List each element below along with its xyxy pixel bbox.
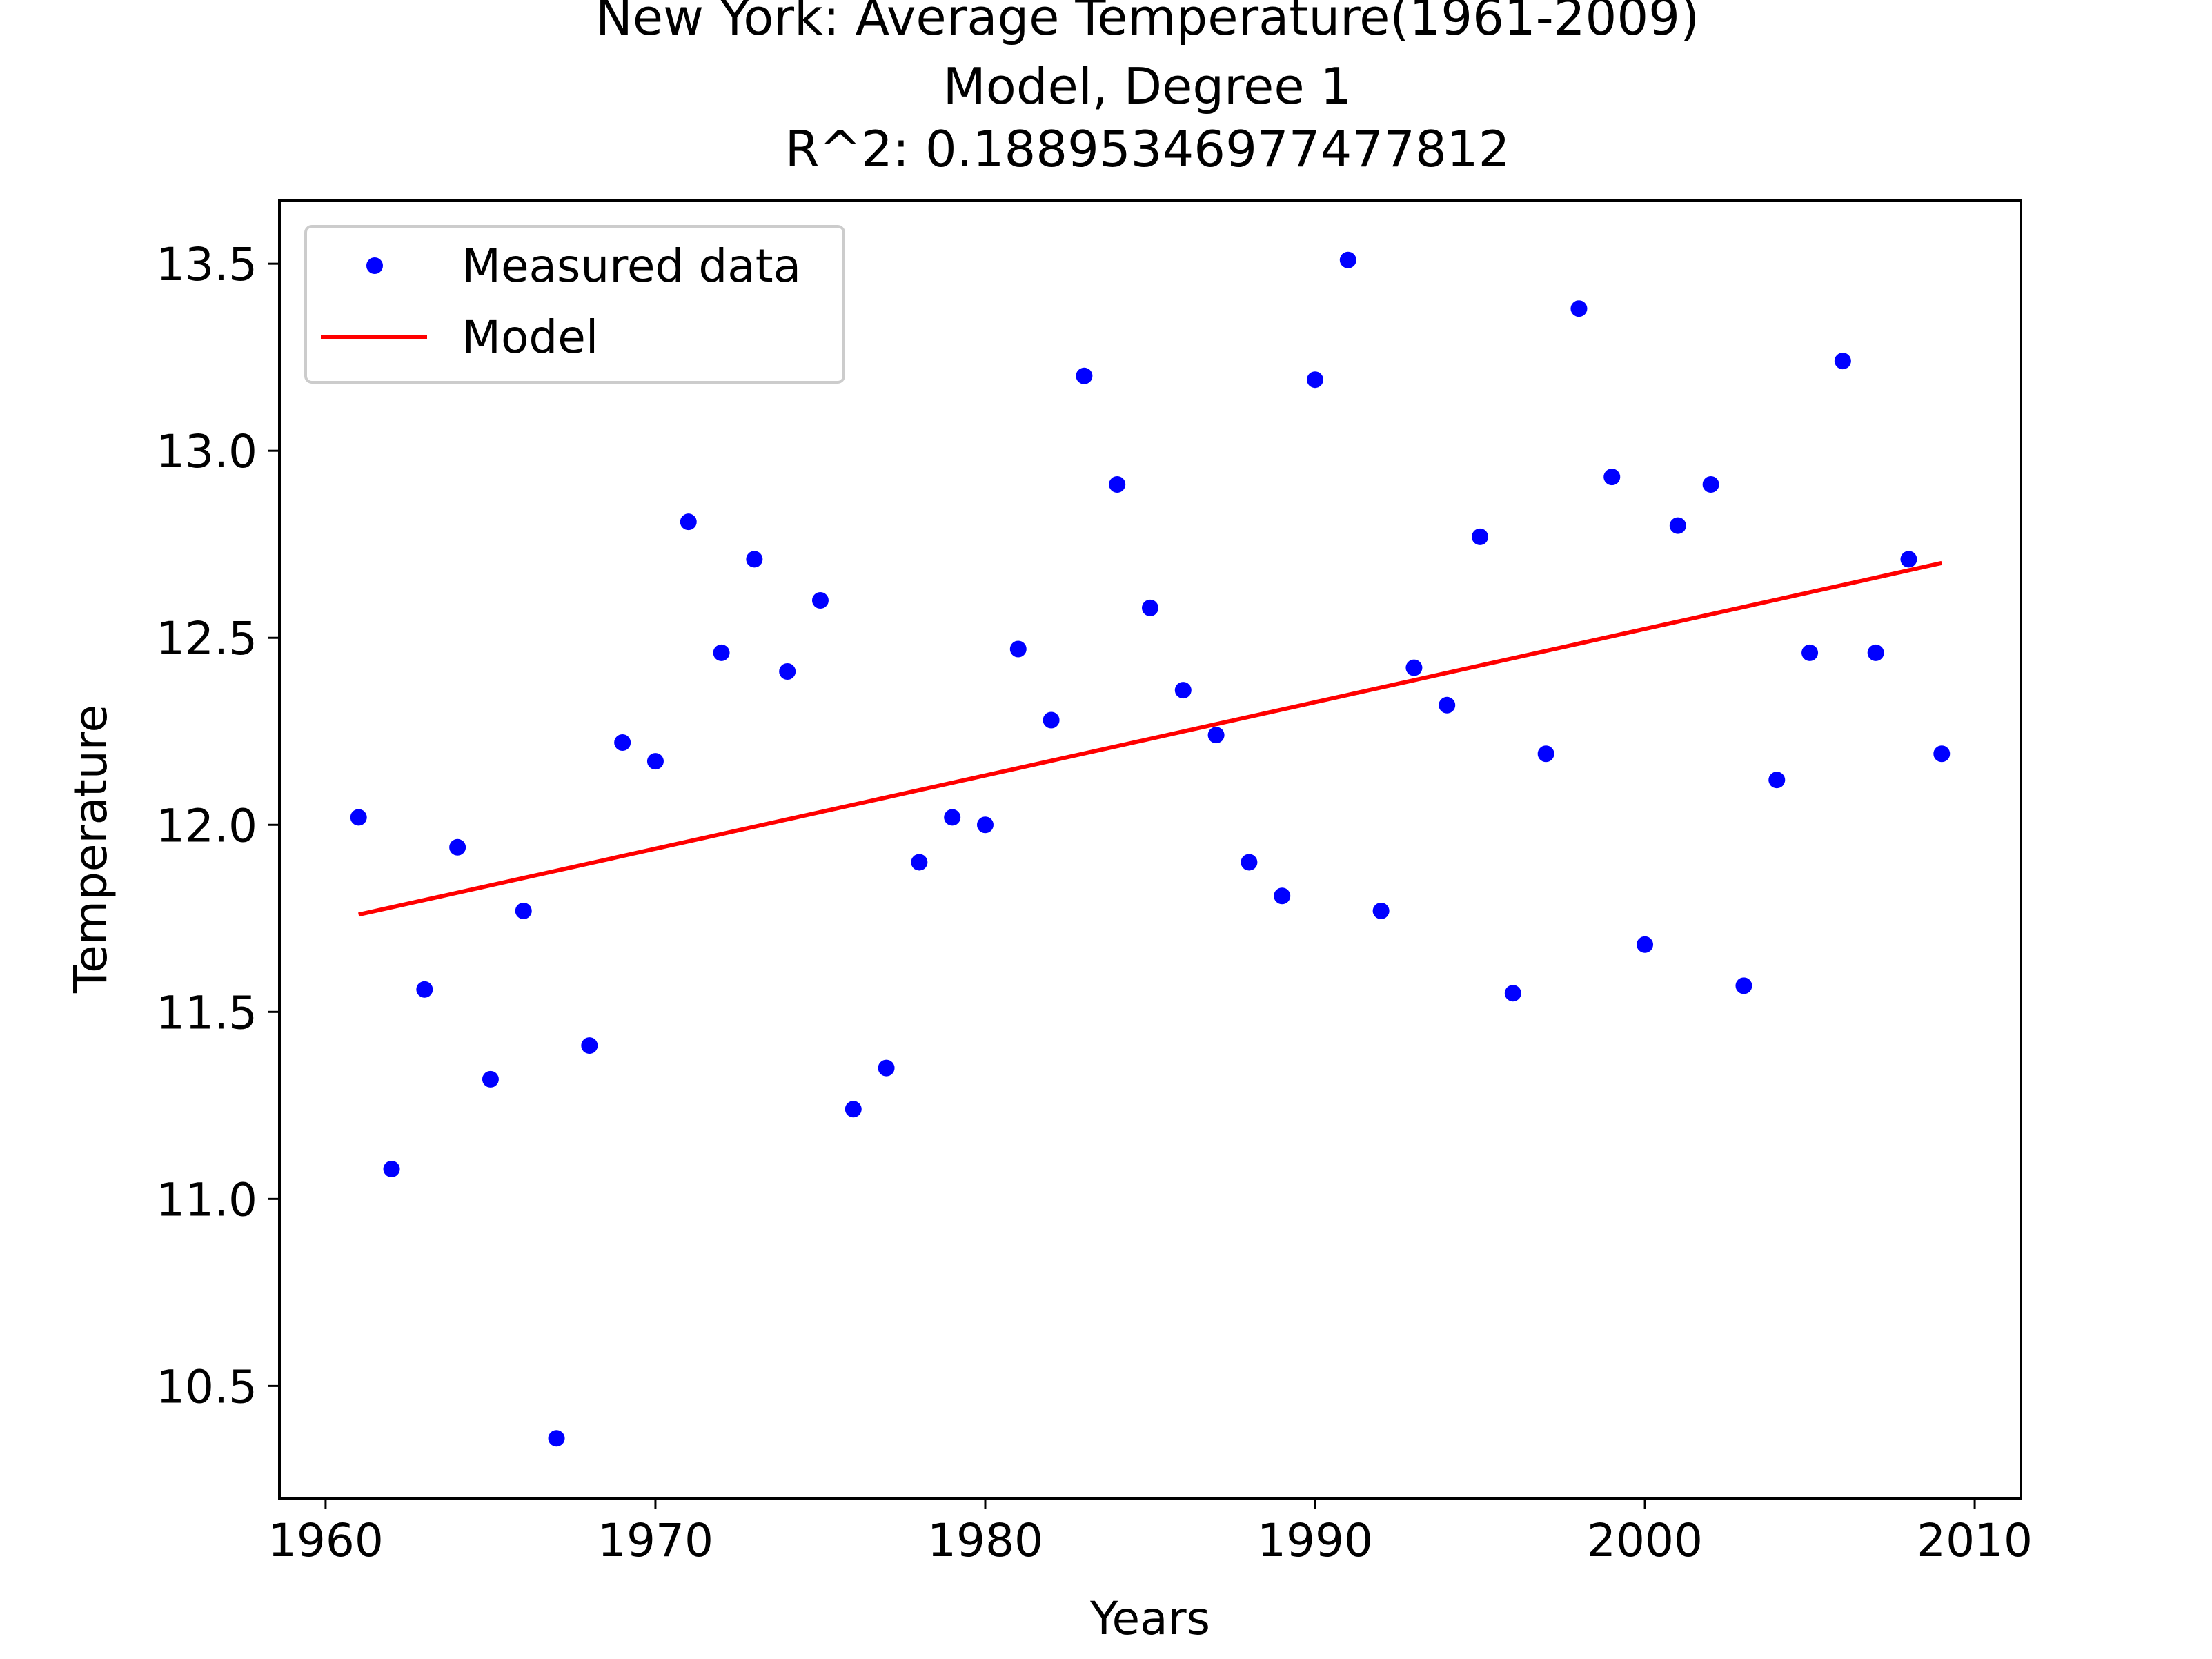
chart-title: New York: Average Temperature(1961-2009)… bbox=[595, 0, 1699, 178]
data-point bbox=[779, 663, 796, 680]
y-tick-label: 11.0 bbox=[156, 1173, 257, 1226]
legend-label-measured-data: Measured data bbox=[462, 239, 801, 293]
data-point bbox=[1801, 644, 1819, 661]
y-tick-label: 12.0 bbox=[156, 799, 257, 852]
data-point bbox=[548, 1430, 565, 1447]
title-line-2: Model, Degree 1 bbox=[943, 57, 1352, 115]
series-layer bbox=[350, 251, 1951, 1447]
y-axis: 10.5 11.0 11.5 12.0 12.5 13.0 13.5 bbox=[156, 238, 279, 1413]
data-point bbox=[911, 854, 928, 871]
data-point bbox=[1834, 353, 1851, 370]
y-tick-label: 11.5 bbox=[156, 986, 257, 1039]
data-point bbox=[746, 551, 763, 568]
x-tick-label: 1970 bbox=[598, 1514, 713, 1567]
data-point bbox=[1867, 644, 1884, 661]
data-point bbox=[1702, 475, 1719, 493]
data-point bbox=[680, 513, 697, 531]
data-point bbox=[1372, 902, 1390, 919]
data-point bbox=[1109, 475, 1126, 493]
model-line bbox=[358, 560, 1942, 917]
data-point bbox=[1472, 528, 1489, 545]
legend-label-model: Model bbox=[462, 311, 598, 364]
data-point bbox=[1768, 772, 1786, 789]
data-point bbox=[1076, 367, 1093, 384]
y-tick-label: 13.0 bbox=[156, 425, 257, 478]
x-tick-label: 1960 bbox=[268, 1514, 384, 1567]
data-point bbox=[614, 734, 631, 752]
data-point bbox=[811, 592, 829, 609]
data-point bbox=[1735, 977, 1752, 994]
data-point bbox=[350, 809, 367, 826]
x-axis-label: Years bbox=[1089, 1592, 1210, 1645]
data-point bbox=[976, 816, 994, 834]
data-point bbox=[581, 1037, 598, 1054]
data-point bbox=[1537, 745, 1554, 763]
data-point bbox=[383, 1160, 400, 1177]
title-line-1: New York: Average Temperature(1961-2009) bbox=[595, 0, 1699, 46]
data-point bbox=[515, 902, 532, 919]
x-axis: 1960 1970 1980 1990 2000 2010 bbox=[268, 1498, 2033, 1567]
data-point bbox=[1603, 469, 1621, 486]
data-point bbox=[1669, 517, 1686, 534]
data-point bbox=[878, 1059, 895, 1077]
data-point bbox=[1637, 936, 1654, 953]
data-point bbox=[1241, 854, 1258, 871]
y-axis-label: Temperature bbox=[64, 705, 117, 994]
data-point bbox=[1900, 551, 1917, 568]
data-point bbox=[1405, 659, 1423, 676]
y-tick-label: 13.5 bbox=[156, 238, 257, 291]
data-point bbox=[1933, 745, 1951, 763]
data-point bbox=[1570, 300, 1588, 317]
x-tick-label: 2010 bbox=[1917, 1514, 2033, 1567]
y-tick-label: 10.5 bbox=[156, 1360, 257, 1413]
data-point bbox=[646, 753, 664, 770]
data-point bbox=[845, 1101, 862, 1118]
y-tick-label: 12.5 bbox=[156, 612, 257, 665]
data-point bbox=[1142, 599, 1158, 616]
legend: Measured data Model bbox=[304, 225, 845, 384]
data-point bbox=[944, 809, 961, 826]
data-point bbox=[713, 644, 730, 661]
data-point bbox=[1339, 251, 1356, 268]
data-point bbox=[1439, 696, 1456, 714]
x-tick-label: 2000 bbox=[1587, 1514, 1703, 1567]
data-point bbox=[1207, 727, 1225, 744]
data-point bbox=[1504, 985, 1521, 1002]
x-tick-label: 1980 bbox=[927, 1514, 1043, 1567]
data-point bbox=[1043, 711, 1060, 729]
legend-marker-measured-data bbox=[366, 257, 383, 274]
plot-area bbox=[278, 199, 2022, 1500]
data-point bbox=[1307, 371, 1324, 389]
data-point bbox=[482, 1070, 499, 1088]
x-tick-label: 1990 bbox=[1257, 1514, 1373, 1567]
data-point bbox=[449, 838, 466, 856]
title-line-3: R^2: 0.18895346977477812 bbox=[785, 120, 1510, 178]
data-point bbox=[416, 981, 433, 998]
data-point bbox=[1009, 640, 1027, 658]
legend-box bbox=[304, 225, 845, 384]
data-point bbox=[1174, 682, 1192, 699]
data-point bbox=[1274, 887, 1291, 905]
